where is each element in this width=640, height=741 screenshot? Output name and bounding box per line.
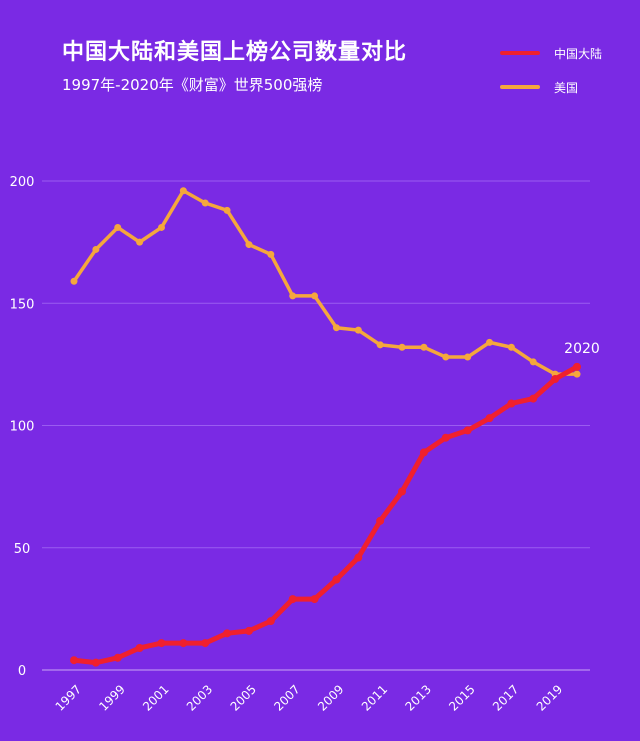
data-point-us xyxy=(376,341,384,349)
chart-subtitle: 1997年-2020年《财富》世界500强榜 xyxy=(62,76,323,94)
legend-label-us: 美国 xyxy=(554,80,579,95)
x-tick-label: 1997 xyxy=(53,682,84,713)
x-tick-label: 2017 xyxy=(490,682,521,713)
y-tick-label: 200 xyxy=(10,175,35,190)
y-tick-label: 100 xyxy=(10,420,35,435)
data-point-china xyxy=(507,399,516,408)
y-tick-label: 50 xyxy=(14,542,31,557)
x-tick-label: 2007 xyxy=(271,682,302,713)
legend-label-china: 中国大陆 xyxy=(554,46,603,61)
legend: 中国大陆 美国 xyxy=(500,36,602,104)
legend-item-us: 美国 xyxy=(500,70,602,104)
data-point-us xyxy=(464,353,472,361)
data-point-us xyxy=(136,238,144,246)
data-point-china xyxy=(529,394,538,403)
data-point-china xyxy=(419,448,428,457)
x-tick-label: 2011 xyxy=(359,682,390,713)
data-point-china xyxy=(332,575,341,584)
data-point-us xyxy=(354,326,362,334)
data-point-china xyxy=(310,595,319,604)
data-point-us xyxy=(486,338,494,346)
chart-title: 中国大陆和美国上榜公司数量对比 xyxy=(62,40,408,65)
data-point-us xyxy=(223,206,231,214)
x-tick-label: 2015 xyxy=(446,682,477,713)
data-point-china xyxy=(376,516,385,525)
x-tick-label: 2001 xyxy=(140,682,171,713)
data-point-us xyxy=(114,223,122,231)
data-point-us xyxy=(157,223,165,231)
annotation-2020: 2020 xyxy=(564,341,600,357)
data-point-us xyxy=(245,241,253,249)
data-point-us xyxy=(332,324,340,332)
data-point-us xyxy=(179,187,187,195)
data-point-us xyxy=(92,245,100,253)
data-point-china xyxy=(288,595,297,604)
y-tick-label: 0 xyxy=(18,664,26,679)
data-point-us xyxy=(420,343,428,351)
data-point-china xyxy=(441,433,450,442)
legend-item-china: 中国大陆 xyxy=(500,36,602,70)
data-point-china xyxy=(91,658,100,667)
data-point-us xyxy=(70,277,78,285)
data-point-china xyxy=(113,653,122,662)
data-point-us xyxy=(201,199,209,207)
x-tick-label: 2013 xyxy=(403,682,434,713)
data-point-china xyxy=(70,656,78,665)
data-point-china xyxy=(135,643,144,652)
data-point-us xyxy=(507,343,515,351)
data-point-china xyxy=(551,375,560,384)
data-point-china xyxy=(223,629,232,638)
x-tick-label: 2009 xyxy=(315,682,346,713)
data-point-china xyxy=(398,487,407,496)
x-tick-label: 1999 xyxy=(96,682,127,713)
series-line-china xyxy=(73,364,579,666)
y-tick-label: 150 xyxy=(10,297,35,312)
data-point-china xyxy=(573,362,581,371)
x-tick-label: 2005 xyxy=(228,682,259,713)
data-point-china xyxy=(244,626,253,635)
legend-swatch-us xyxy=(500,85,540,89)
x-tick-label: 2003 xyxy=(184,682,215,713)
data-point-us xyxy=(529,358,537,366)
data-point-us xyxy=(289,292,297,300)
series-line-us xyxy=(72,189,577,376)
data-point-us xyxy=(267,250,275,258)
legend-swatch-china xyxy=(500,51,540,55)
data-point-china xyxy=(201,639,210,648)
data-point-china xyxy=(354,553,363,562)
data-point-us xyxy=(311,292,319,300)
data-point-us xyxy=(442,353,450,361)
data-point-china xyxy=(157,639,166,648)
data-point-china xyxy=(485,414,494,423)
data-point-china xyxy=(463,426,472,435)
x-tick-label: 2019 xyxy=(534,682,565,713)
data-point-china xyxy=(266,617,275,626)
data-point-us xyxy=(398,343,406,351)
data-point-china xyxy=(179,639,188,648)
data-point-us xyxy=(573,370,581,378)
